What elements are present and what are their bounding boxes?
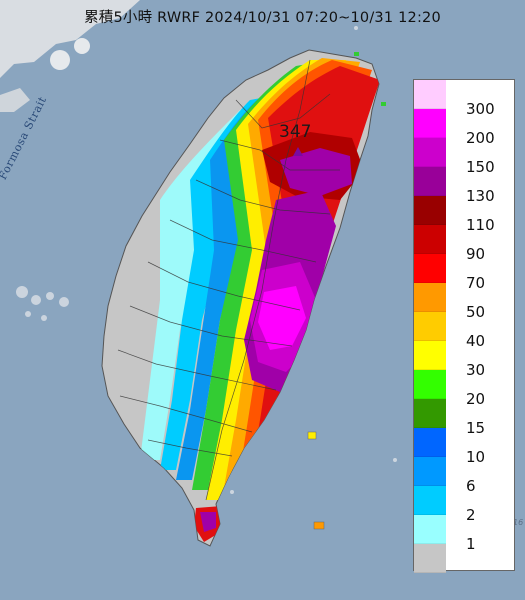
legend-level-label: 15 [466,419,486,437]
legend-level-label: 50 [466,303,486,321]
legend-level-label: 70 [466,274,486,292]
map-title: 累積5小時 RWRF 2024/10/31 07:20~10/31 12:20 [84,10,441,26]
edge-number: 16 [513,518,524,527]
legend-level-label: 150 [466,158,495,176]
legend-swatch [414,515,446,544]
legend-swatch [414,370,446,399]
legend-swatch [414,457,446,486]
legend-swatch [414,341,446,370]
legend-swatch [414,312,446,341]
legend-level-label: 6 [466,477,476,495]
offshore-islands [307,52,386,530]
county-borders [117,59,340,501]
legend-swatch [414,283,446,312]
legend-swatch [414,428,446,457]
mainland-coast [0,0,140,112]
max-rainfall-marker-icon [293,147,303,156]
legend-level-label: 2 [466,506,476,524]
rainfall-legend: 300 200 150 130 110 90 70 50 40 30 20 15 10 6 2 1 [413,79,515,573]
legend-swatch [414,80,446,109]
legend-level-label: 20 [466,390,486,408]
legend-swatch [414,167,446,196]
legend-swatch [414,196,446,225]
legend-level-label: 300 [466,100,495,118]
legend-swatch [414,138,446,167]
legend-level-label: 1 [466,535,476,553]
legend-level-label: 10 [466,448,486,466]
legend-level-label: 200 [466,129,495,147]
legend-swatch [414,254,446,283]
legend-swatch [414,486,446,515]
legend-level-label: 40 [466,332,486,350]
cloud-speckles [16,26,397,494]
legend-level-label: 130 [466,187,495,205]
legend-swatch [414,399,446,428]
legend-level-label: 30 [466,361,486,379]
legend-swatch [414,109,446,138]
legend-level-label: 90 [466,245,486,263]
legend-level-label: 110 [466,216,495,234]
legend-swatch [414,225,446,254]
max-rainfall-label: 347 [279,122,312,142]
legend-swatch [414,544,446,573]
